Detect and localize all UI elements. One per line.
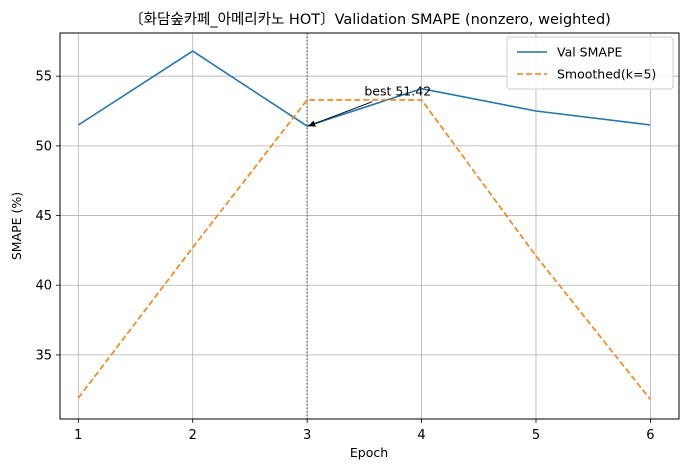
- y-tick-label: 45: [35, 209, 52, 224]
- y-tick-label: 55: [35, 70, 52, 85]
- legend: Val SMAPE Smoothed(k=5): [506, 36, 674, 90]
- annotation-arrow-shaft: [307, 101, 373, 127]
- legend-label-0: Val SMAPE: [557, 45, 622, 60]
- annotation-label: best 51.42: [364, 84, 431, 99]
- y-tick-label: 40: [35, 279, 52, 294]
- y-tick-label: 50: [35, 139, 52, 154]
- y-axis: 35 40 45 50 55: [35, 70, 60, 363]
- x-tick-label: 5: [532, 428, 540, 443]
- x-axis: 1 2 3 4 5 6: [74, 419, 655, 443]
- x-tick-label: 4: [417, 428, 425, 443]
- x-tick-label: 2: [189, 428, 197, 443]
- x-axis-label: Epoch: [350, 445, 388, 460]
- x-tick-label: 1: [74, 428, 82, 443]
- y-tick-label: 35: [35, 348, 52, 363]
- x-tick-label: 6: [646, 428, 654, 443]
- legend-box: [506, 36, 674, 90]
- best-annotation: best 51.42: [307, 84, 431, 127]
- plot-frame: [59, 32, 680, 420]
- legend-label-1: Smoothed(k=5): [557, 67, 656, 82]
- series-line-1: [77, 99, 652, 400]
- x-tick-label: 3: [303, 428, 311, 443]
- series-line-0: [77, 50, 651, 127]
- annotation-arrow-head: [308, 120, 316, 127]
- chart-title: 〔화담숲카페_아메리카노 HOT〕Validation SMAPE (nonze…: [129, 11, 611, 28]
- series-layer: [77, 50, 652, 400]
- y-axis-label: SMAPE (%): [9, 192, 24, 260]
